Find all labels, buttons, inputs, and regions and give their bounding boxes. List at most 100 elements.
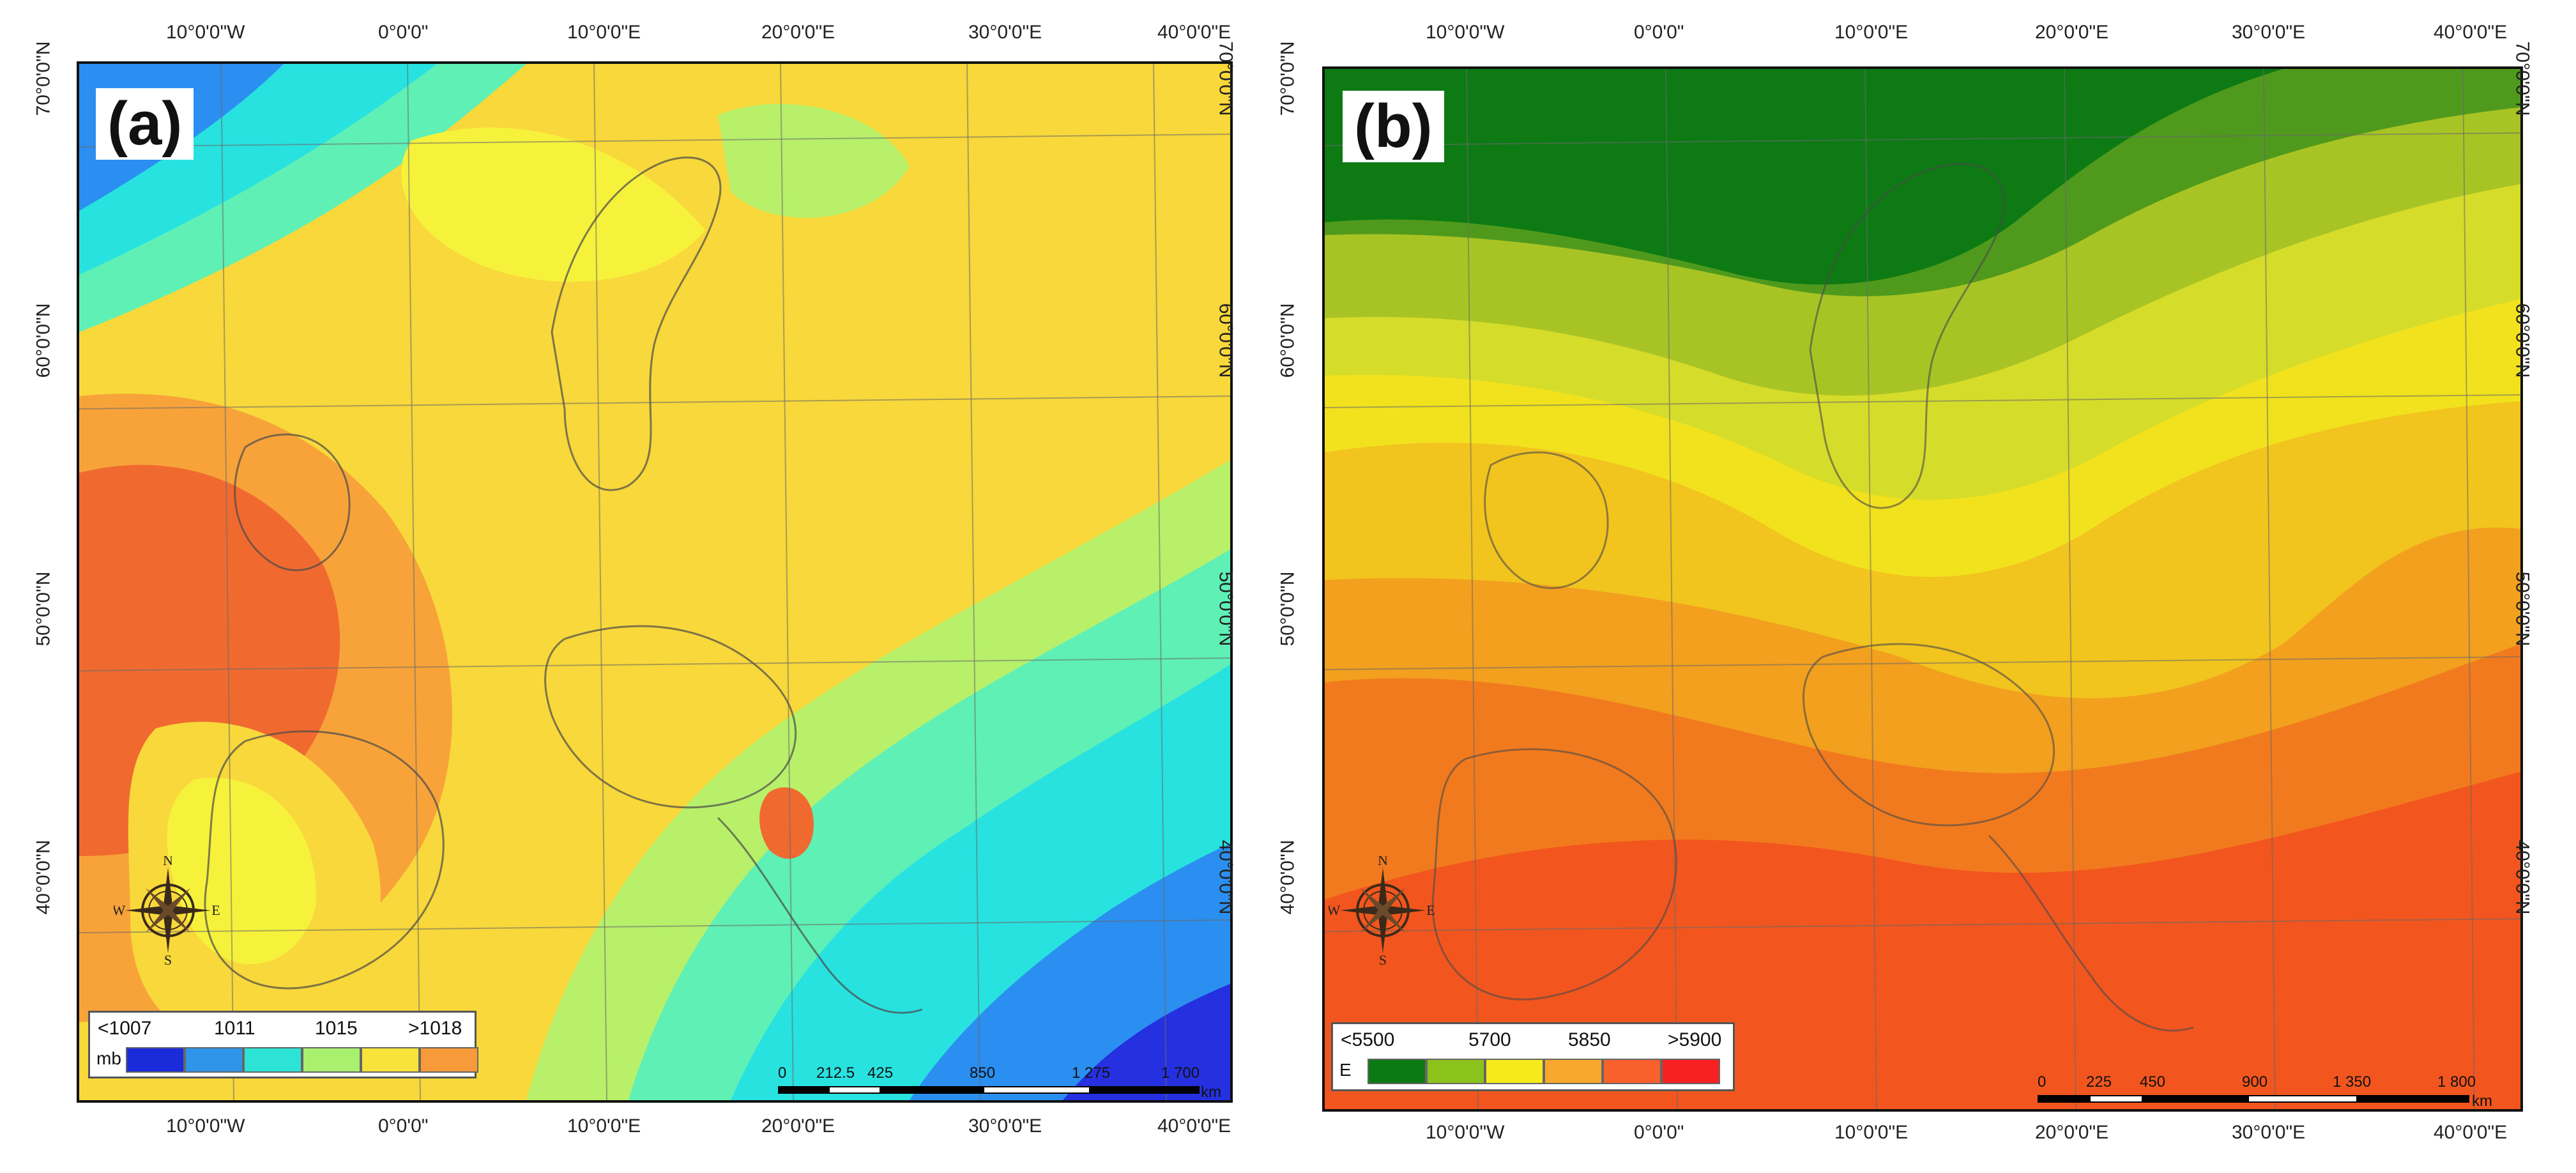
- lat-right-label: 60°0'0"N: [1215, 303, 1237, 378]
- legend-swatches: [126, 1047, 478, 1073]
- field-band: [1063, 984, 1230, 1100]
- lon-bottom-label: 40°0'0"E: [1157, 1116, 1231, 1137]
- lat-right-label: 70°0'0"N: [2511, 41, 2533, 116]
- field-band: [167, 778, 316, 965]
- legend-swatch: [302, 1047, 361, 1073]
- coastline: [1988, 834, 2194, 1032]
- legend-swatch: [185, 1047, 243, 1073]
- map-frame-a: [77, 61, 1233, 1103]
- legend-swatch: [1544, 1059, 1603, 1084]
- scale-tick: 450: [2140, 1073, 2166, 1091]
- legend-swatches: [1368, 1059, 1720, 1084]
- lat-right-label: 50°0'0"N: [2511, 571, 2533, 647]
- lat-left-label: 60°0'0"N: [1277, 303, 1299, 378]
- compass-e: E: [211, 902, 220, 918]
- legend-swatch: [361, 1047, 420, 1073]
- legend-a: <1007 1011 1015 >1018 mb: [88, 1011, 478, 1078]
- lat-right-label: 70°0'0"N: [1215, 41, 1237, 116]
- lon-bottom-label: 40°0'0"E: [2434, 1122, 2508, 1143]
- legend-label: >1018: [408, 1018, 462, 1039]
- scale-tick: 0: [778, 1064, 787, 1082]
- compass-w: W: [1329, 902, 1341, 918]
- legend-label: >5900: [1668, 1029, 1722, 1050]
- country-outline: [1809, 163, 2006, 509]
- scale-unit: km: [2472, 1092, 2492, 1110]
- lon-bottom-label: 30°0'0"E: [968, 1116, 1042, 1137]
- lat-left-label: 40°0'0"N: [33, 839, 54, 915]
- pressure-map-a: [79, 64, 1230, 1100]
- field-band: [718, 103, 910, 218]
- panel-a: (a) 10°0'0"W 0°0'0" 10°0'0"E 20°0'0"E 30…: [0, 0, 1271, 1173]
- lon-top-label: 40°0'0"E: [2434, 22, 2508, 43]
- scale-unit: km: [1201, 1084, 1221, 1101]
- legend-label: 5700: [1468, 1029, 1511, 1050]
- compass-s: S: [164, 952, 172, 965]
- graticule-line: [220, 64, 234, 1100]
- graticule-line: [79, 395, 1230, 410]
- compass-n: N: [163, 856, 173, 868]
- scale-tick: 850: [970, 1064, 996, 1082]
- graticule-line: [2462, 69, 2475, 1109]
- compass-s: S: [1379, 952, 1387, 965]
- lat-right-label: 60°0'0"N: [2511, 303, 2533, 378]
- graticule-line: [2263, 69, 2276, 1109]
- lon-top-label: 10°0'0"W: [166, 22, 245, 43]
- legend-swatch: [1426, 1059, 1485, 1084]
- field-band: [401, 127, 705, 282]
- map-frame-b: [1322, 66, 2523, 1112]
- coastline: [717, 816, 923, 1014]
- country-outline: [551, 157, 722, 491]
- legend-swatch: [420, 1047, 478, 1073]
- graticule-line: [2064, 69, 2077, 1109]
- legend-swatch: [1485, 1059, 1544, 1084]
- lon-top-label: 10°0'0"W: [1426, 22, 1505, 43]
- graticule-line: [79, 134, 1230, 148]
- legend-label: 1011: [214, 1018, 255, 1039]
- graticule-line: [1864, 69, 1877, 1109]
- legend-label: <5500: [1341, 1029, 1395, 1050]
- lon-bottom-label: 10°0'0"E: [1834, 1122, 1909, 1143]
- legend-swatch: [1368, 1059, 1426, 1084]
- scale-tick: 1 350: [2333, 1073, 2372, 1091]
- graticule-line: [407, 64, 421, 1100]
- lat-left-label: 70°0'0"N: [1277, 41, 1299, 116]
- lon-top-label: 30°0'0"E: [2232, 22, 2306, 43]
- compass-rose-icon: N S E W: [1329, 856, 1435, 965]
- graticule-line: [1665, 69, 1678, 1109]
- legend-label: 5850: [1568, 1029, 1611, 1050]
- scale-tick: 425: [867, 1064, 894, 1082]
- legend-b: <5500 5700 5850 >5900 E: [1331, 1022, 1735, 1091]
- lon-top-label: 0°0'0": [1634, 22, 1684, 43]
- scale-tick: 0: [2038, 1073, 2046, 1091]
- country-outline: [234, 433, 351, 571]
- graticule-line: [780, 64, 794, 1100]
- legend-swatch: [1661, 1059, 1720, 1084]
- lon-top-label: 10°0'0"E: [1834, 22, 1909, 43]
- scale-tick: 1 800: [2437, 1073, 2476, 1091]
- scale-tick: 900: [2242, 1073, 2268, 1091]
- compass-rose-icon: N S E W: [114, 856, 220, 965]
- legend-label: <1007: [98, 1018, 152, 1039]
- legend-unit: mb: [96, 1048, 121, 1068]
- scale-bar-graphic: [2038, 1095, 2469, 1103]
- geopotential-map-b: [1325, 69, 2520, 1109]
- lon-bottom-label: 30°0'0"E: [2232, 1122, 2306, 1143]
- lat-right-label: 40°0'0"N: [1215, 839, 1237, 915]
- graticule-line: [79, 657, 1230, 671]
- graticule-line: [966, 64, 980, 1100]
- compass-w: W: [114, 902, 126, 918]
- country-outline: [1802, 643, 2055, 827]
- graticule-line: [1325, 394, 2520, 408]
- scale-tick: 1 275: [1072, 1064, 1111, 1082]
- country-outline: [1484, 451, 1609, 589]
- scale-tick: 225: [2086, 1073, 2112, 1091]
- graticule-line: [1325, 132, 2520, 146]
- lat-left-label: 50°0'0"N: [1277, 571, 1299, 647]
- lon-bottom-label: 0°0'0": [378, 1116, 429, 1137]
- lon-top-label: 20°0'0"E: [761, 22, 835, 43]
- legend-label: 1015: [315, 1018, 358, 1039]
- graticule-line: [1325, 918, 2520, 932]
- lon-bottom-label: 20°0'0"E: [2035, 1122, 2109, 1143]
- country-outline: [544, 625, 797, 809]
- scale-tick: 212.5: [816, 1064, 855, 1082]
